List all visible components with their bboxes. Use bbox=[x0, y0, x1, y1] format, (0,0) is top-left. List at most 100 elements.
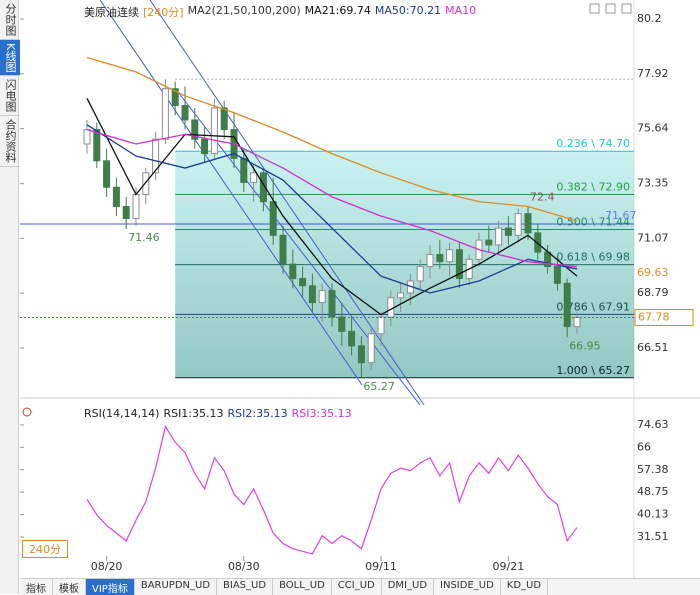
fib-label: 0.618 \ 69.98 bbox=[556, 251, 630, 264]
fib-label: 0.382 \ 72.90 bbox=[556, 180, 630, 193]
candle-body bbox=[112, 186, 120, 207]
candle-body bbox=[416, 266, 424, 282]
x-tick-label: 09/21 bbox=[493, 560, 525, 573]
channel-line bbox=[177, 91, 421, 406]
rsi-line bbox=[86, 425, 578, 555]
tab-bar: 指标 模板 VIP指标 BARUPDN_UD BIAS_UD BOLL_UD CCI_UD D… bbox=[20, 578, 700, 595]
tab[interactable]: BOLL_UD bbox=[273, 579, 332, 595]
candle-body bbox=[504, 227, 512, 236]
candle-body bbox=[318, 290, 326, 304]
legend-entry: RSI2:35.13 bbox=[227, 407, 288, 420]
rsi-header: RSI(14,14,14) RSI1:35.13 RSI2:35.13 RSI3:35… bbox=[84, 407, 352, 420]
candle-body bbox=[152, 138, 160, 174]
tab[interactable]: VIP指标 bbox=[86, 579, 135, 595]
side-tab[interactable]: 闪电图 bbox=[0, 76, 20, 117]
legend-entry: MA10 bbox=[445, 4, 477, 17]
side-tab[interactable]: K线图 bbox=[0, 40, 20, 77]
legend-entry: MA21:69.74 bbox=[304, 4, 371, 17]
side-tab[interactable]: 合约资料 bbox=[0, 116, 20, 168]
price-label: 71.46 bbox=[128, 231, 160, 244]
chart-title: RSI(14,14,14) bbox=[84, 407, 160, 420]
sidebar: 分时图 K线图 闪电图 合约资料 bbox=[0, 0, 20, 594]
candle-body bbox=[348, 330, 356, 347]
candle-body bbox=[446, 249, 454, 263]
candle-body bbox=[240, 157, 248, 183]
candle-body bbox=[338, 316, 346, 332]
candle-body bbox=[83, 129, 91, 145]
period-button[interactable]: 240分 bbox=[22, 540, 68, 558]
candle-body bbox=[269, 201, 277, 236]
candle-body bbox=[534, 232, 542, 253]
candle-body bbox=[524, 213, 532, 234]
candle-body bbox=[328, 290, 336, 318]
candle-body bbox=[485, 239, 493, 246]
y-tick-label: 80.2 bbox=[637, 12, 662, 25]
candle-body bbox=[357, 345, 365, 364]
fib-label: 0.786 \ 67.91 bbox=[556, 300, 630, 313]
y-tick-label: 31.51 bbox=[637, 530, 669, 543]
candle-body bbox=[514, 213, 522, 236]
y-tick-label: 71.07 bbox=[637, 231, 669, 244]
icon bbox=[589, 3, 600, 14]
candle-body bbox=[171, 88, 179, 107]
fib-label: 1.000 \ 65.27 bbox=[556, 364, 630, 377]
ma-line bbox=[86, 124, 578, 294]
candle-body bbox=[387, 297, 395, 318]
y-tick-label: 48.75 bbox=[637, 485, 669, 498]
side-tab[interactable]: 分时图 bbox=[0, 0, 20, 40]
candle-body bbox=[250, 172, 258, 183]
tab[interactable]: 指标 bbox=[20, 579, 53, 595]
tab[interactable]: KD_UD bbox=[501, 579, 549, 595]
y-tick-label: 77.92 bbox=[637, 67, 669, 80]
tab[interactable]: BIAS_UD bbox=[217, 579, 274, 595]
candle-body bbox=[495, 227, 503, 246]
y-tick-label: 74.63 bbox=[637, 418, 669, 431]
y-tick-label: 57.38 bbox=[637, 463, 669, 476]
candle-body bbox=[553, 266, 561, 284]
legend-entry: RSI3:35.13 bbox=[291, 407, 352, 420]
candle-body bbox=[455, 249, 463, 280]
tab[interactable]: BARUPDN_UD bbox=[135, 579, 218, 595]
fib-label: 0.500 \ 71.44 bbox=[556, 216, 630, 229]
candle-body bbox=[161, 88, 169, 140]
period: [240分] bbox=[143, 6, 184, 19]
candle-body bbox=[142, 172, 150, 195]
fib-label: 0.236 \ 74.70 bbox=[556, 137, 630, 150]
y-tick-label: 66.51 bbox=[637, 341, 669, 354]
candle-body bbox=[210, 107, 218, 155]
marker-price: 69.63 bbox=[637, 266, 669, 279]
x-tick-label: 09/11 bbox=[365, 560, 397, 573]
y-tick-label: 40.13 bbox=[637, 508, 669, 521]
candle-body bbox=[367, 333, 375, 364]
candle-body bbox=[279, 234, 287, 265]
tab[interactable]: CCI_UD bbox=[332, 579, 382, 595]
candle-body bbox=[299, 278, 307, 287]
y-tick-label: 66 bbox=[637, 440, 651, 453]
channel-line bbox=[149, 0, 425, 406]
price-label: 72.4 bbox=[530, 190, 555, 203]
channel-line bbox=[99, 0, 363, 386]
candle-body bbox=[308, 285, 316, 304]
candle-body bbox=[103, 160, 111, 188]
tab[interactable]: DMI_UD bbox=[382, 579, 435, 595]
rsi-icon bbox=[22, 407, 32, 417]
y-tick-label: 68.79 bbox=[637, 286, 669, 299]
last-price-box bbox=[634, 308, 694, 326]
icon bbox=[605, 3, 616, 14]
tab[interactable]: 模板 bbox=[53, 579, 86, 595]
tab[interactable]: INSIDE_UD bbox=[434, 579, 501, 595]
candle-body bbox=[181, 105, 189, 121]
ma-line bbox=[86, 56, 578, 222]
ma-line bbox=[86, 98, 578, 316]
icon bbox=[621, 3, 632, 14]
x-tick-label: 08/30 bbox=[228, 560, 260, 573]
ma-line bbox=[86, 128, 578, 268]
price-label: 66.95 bbox=[569, 339, 601, 352]
candle-body bbox=[289, 263, 297, 280]
chart-title: 美原油连续 bbox=[84, 6, 139, 19]
price-label: 65.27 bbox=[363, 380, 395, 393]
trend-label: 71.67 bbox=[605, 209, 637, 222]
candle-body bbox=[426, 254, 434, 268]
